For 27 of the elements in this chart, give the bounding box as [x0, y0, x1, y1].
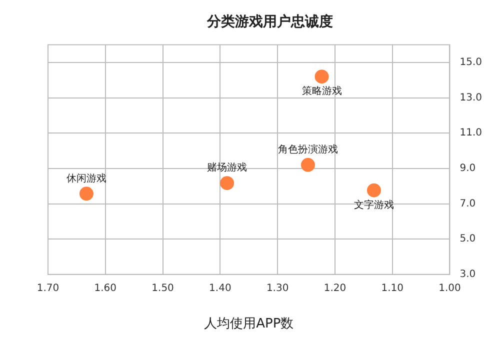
y-tick-label: 5.0	[460, 234, 476, 245]
y-tick-label: 11.0	[460, 128, 482, 139]
y-tick-label: 7.0	[460, 198, 476, 210]
y-tick-label: 9.0	[460, 163, 476, 174]
x-tick-label: 1.70	[36, 282, 60, 294]
x-tick-label: 1.50	[152, 282, 174, 294]
point	[300, 158, 315, 172]
annotation: 休闲游戏	[66, 172, 106, 184]
x-tick-label: 1.30	[266, 282, 289, 294]
annotation: 赌场游戏	[207, 162, 248, 174]
point	[366, 183, 381, 198]
x-tick-label: 1.40	[209, 282, 232, 294]
y-tick-label: 13.0	[460, 92, 482, 104]
x-tick-label: 1.60	[94, 282, 117, 294]
point	[79, 186, 94, 201]
y-tick-label: 3.0	[460, 268, 476, 280]
x-tick-label: 1.10	[381, 282, 404, 294]
annotation: 角色扮演游戏	[278, 143, 338, 156]
point	[220, 176, 234, 190]
chart-title: 分类游戏用户忠诚度	[206, 13, 333, 30]
y-tick-label: 15.0	[460, 57, 482, 68]
annotation: 文字游戏	[354, 198, 394, 211]
x-axis-title: 人均使用APP数	[204, 316, 294, 332]
x-tick-label: 1.00	[438, 282, 461, 294]
x-tick-label: 1.20	[324, 282, 346, 294]
point	[314, 70, 329, 84]
annotation: 策略游戏	[302, 85, 342, 98]
